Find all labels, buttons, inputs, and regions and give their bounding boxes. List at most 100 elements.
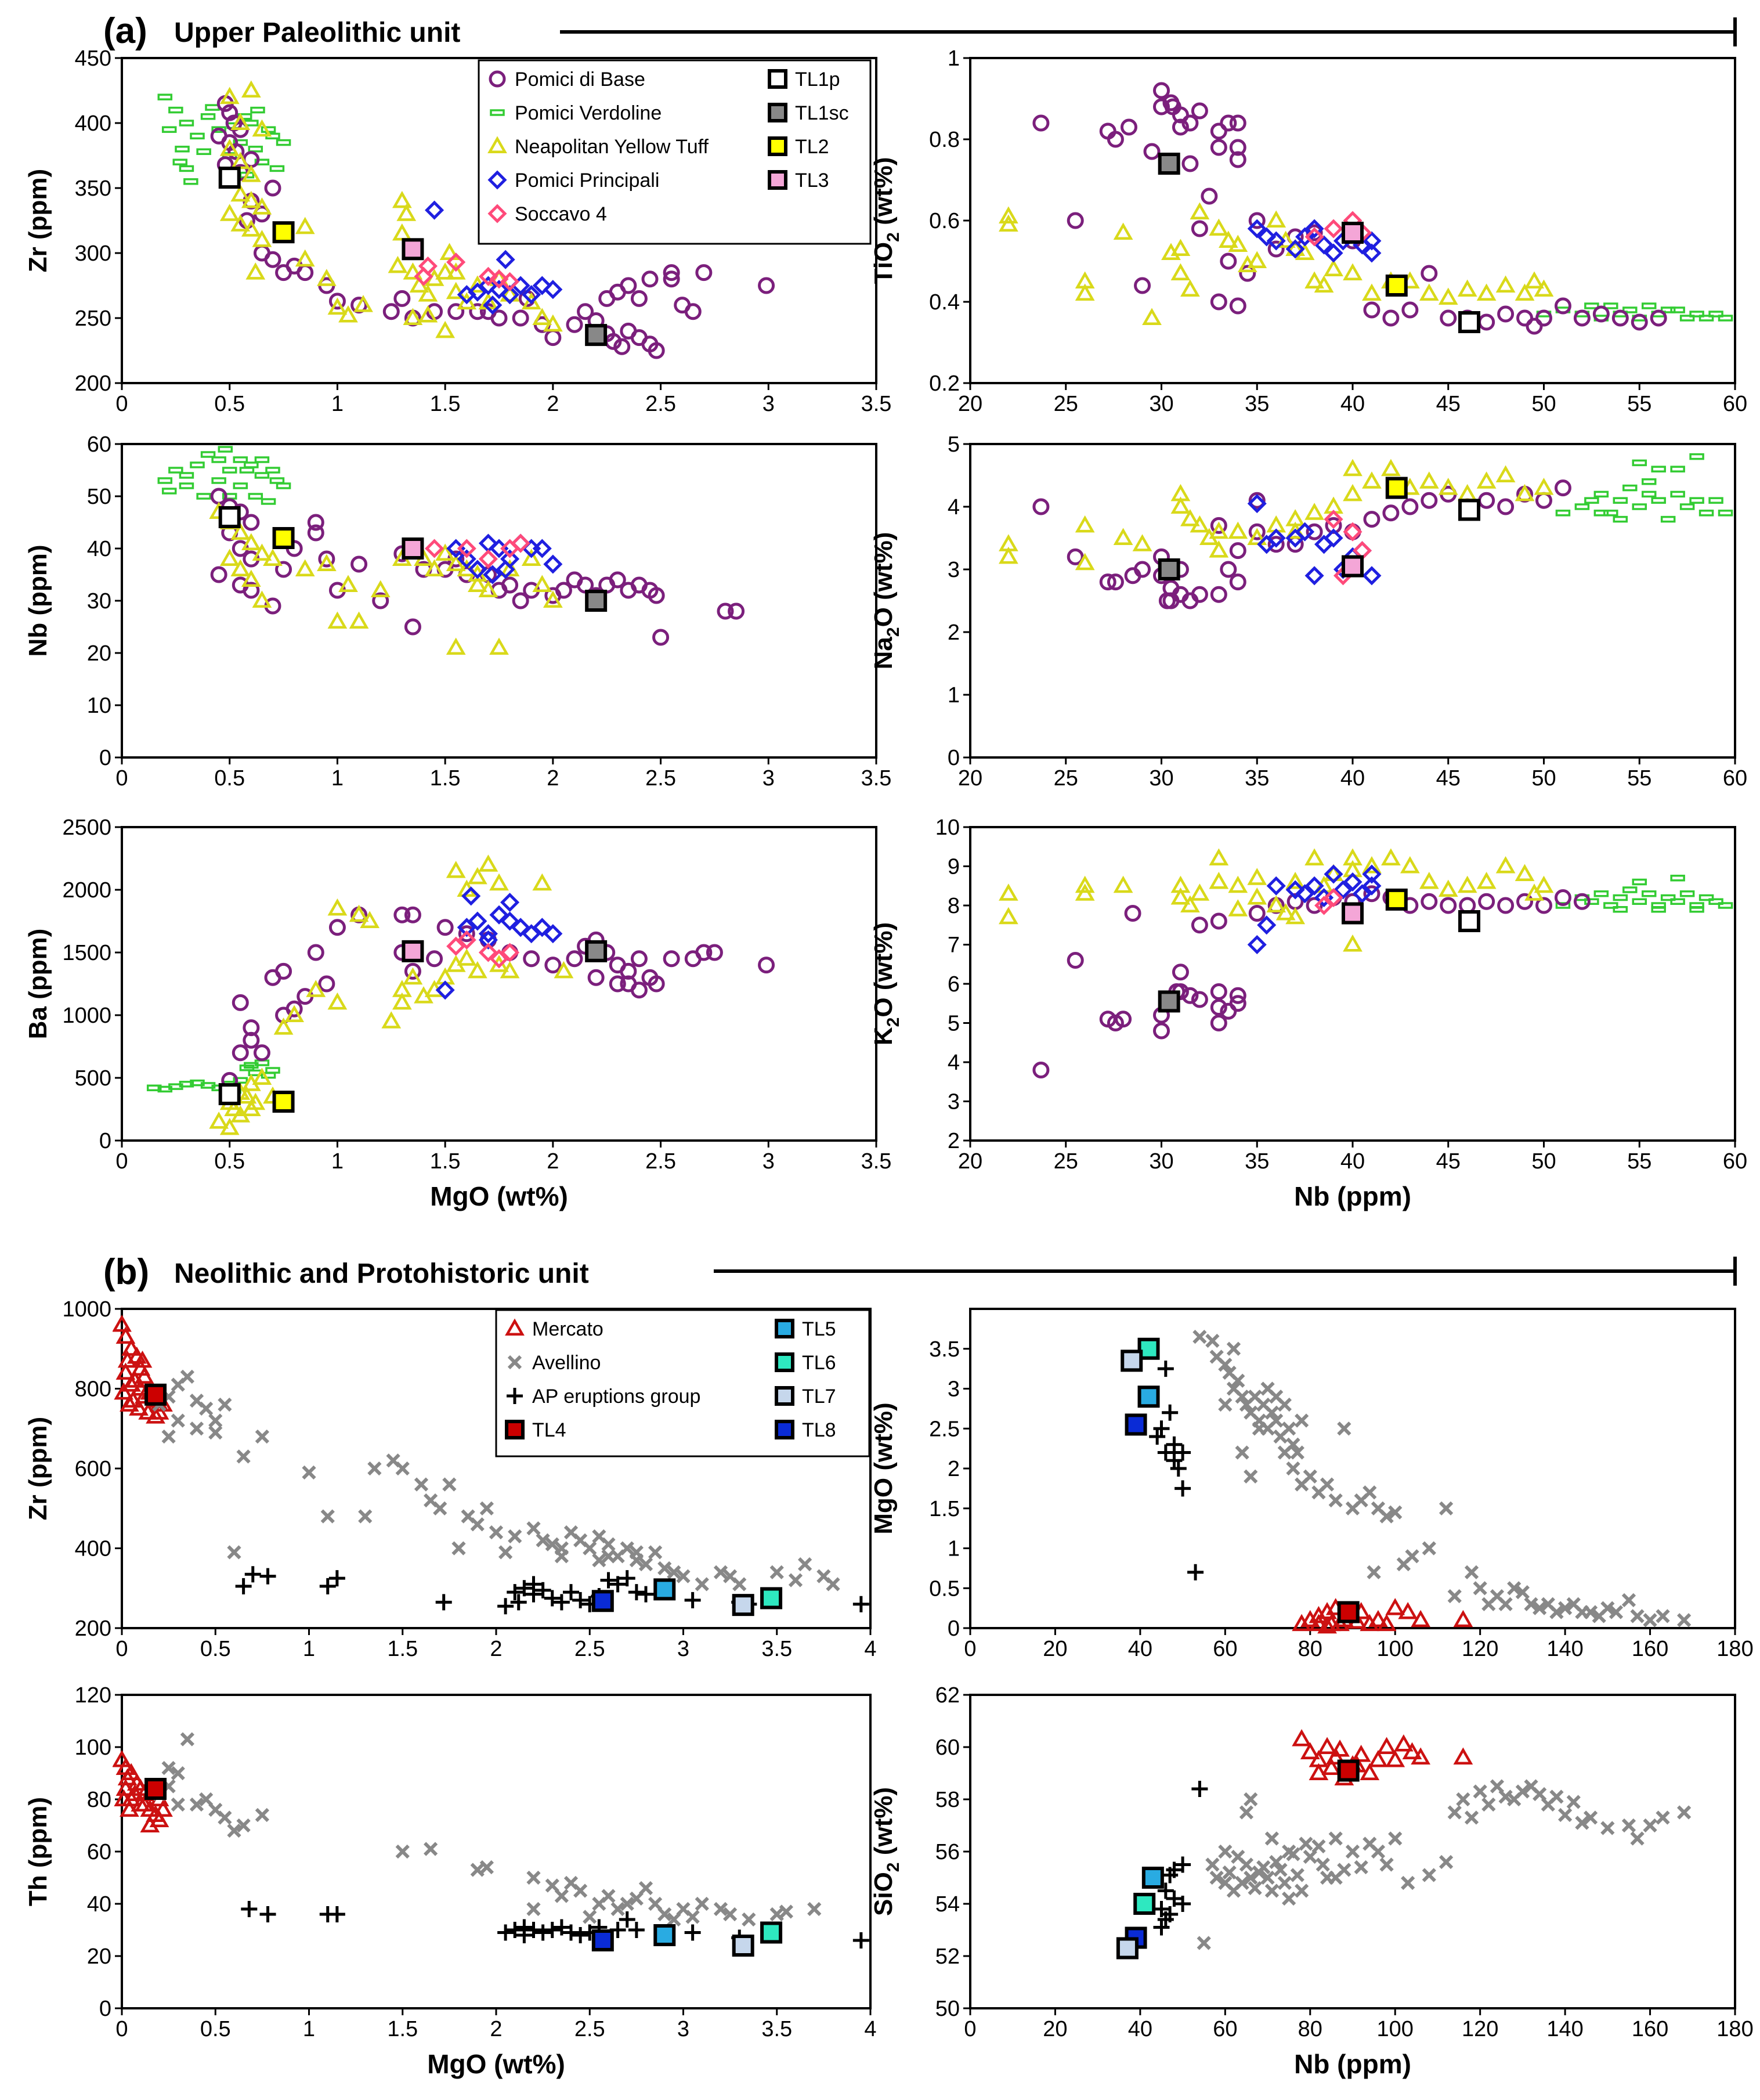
point-mer [1453,1747,1473,1765]
point-pp [489,905,509,925]
point-ave [1643,1818,1657,1833]
section-a-title: Upper Paleolithic unit [174,17,460,48]
x-tick-label: 2.5 [645,766,676,791]
point-nyt [237,1086,257,1104]
point-mer [114,1382,134,1400]
legend-marker-tl2 [768,136,787,156]
y-tick-label: 0 [99,1129,111,1153]
point-s4 [1324,887,1343,908]
y-tick-label: 0 [99,1997,111,2021]
point-pb [1611,309,1629,327]
point-ave [685,1910,700,1924]
point-pp [425,200,444,220]
point-nyt [1275,903,1296,921]
y-tick-label: 60 [935,1735,960,1760]
point-ave [732,1577,747,1592]
point-pb [695,264,713,282]
point-ave [161,1760,176,1776]
point-pb [1267,536,1285,553]
point-pp [1314,235,1334,255]
point-tl2 [1385,888,1408,911]
point-s4 [1304,227,1324,247]
point-pv [211,477,226,484]
panel-a-tio2-vs-nb: 20 25 30 35 40 45 50 55 60 0.2 0.4 0.6 0.8 1 TiO2 (wt%… [869,46,1747,416]
x-tick-label: 1.5 [430,1149,461,1174]
y-tick-label: 40 [87,1892,111,1917]
y-tick-label: 0.4 [929,290,960,315]
point-pv [1698,510,1714,517]
y-tick-label: 1000 [62,1297,111,1322]
x-tick-label: 0 [115,2017,128,2041]
point-pv [1670,898,1685,905]
x-tick-label: 1.5 [387,1637,418,1661]
point-pb [318,550,335,568]
point-ave [1363,1485,1377,1500]
x-tick-label: 30 [1149,392,1173,416]
point-mer [1385,1598,1405,1615]
point-pv [157,477,173,484]
point-pb [1440,897,1457,914]
point-pv [1651,466,1666,472]
point-nyt [1419,871,1439,889]
x-tick-label: 2.5 [574,2017,605,2041]
point-pv [1622,886,1638,893]
y-tick-label: 0.8 [929,128,960,152]
x-tick-label: 2 [490,2017,502,2041]
point-pv [200,113,216,120]
point-ave [1507,1581,1522,1596]
point-nyt [1419,471,1439,489]
point-ave [629,1891,644,1906]
point-pv [1708,898,1723,905]
point-pb [1172,118,1189,136]
point-pb [1153,82,1170,99]
point-nyt [219,1117,240,1135]
point-pb [1067,548,1084,565]
point-s4 [500,272,520,291]
point-pv [1670,306,1685,313]
point-pb [1210,122,1227,140]
point-pv [211,126,226,133]
point-tl4 [144,1778,167,1800]
point-pv [250,106,265,114]
point-tl2 [272,1091,295,1113]
point-pb [1143,143,1161,160]
point-pb [1067,212,1084,229]
point-nyt [241,569,261,587]
point-nyt [381,1011,402,1029]
point-nyt [349,611,369,629]
point-nyt [1438,478,1458,495]
point-pp [1362,566,1382,586]
point-ave [1269,1854,1284,1870]
point-nyt [457,292,477,310]
point-pv [222,467,237,474]
point-ave [1533,1601,1547,1615]
point-ave [218,1810,232,1825]
point-pv [239,467,255,474]
point-pb [1248,492,1266,509]
point-ave [236,1818,251,1833]
y-tick-label: 8 [948,894,960,918]
y-tick-label: 60 [87,432,111,457]
point-nyt [396,204,417,221]
point-mer [125,1784,145,1801]
point-pb [1229,573,1246,591]
point-pv [1641,890,1657,897]
point-pp [1304,219,1324,239]
point-ave [442,1477,457,1492]
point-nyt [1209,848,1229,865]
point-pv [1613,906,1628,913]
point-tl2 [272,527,295,549]
point-ap [1162,1906,1179,1922]
point-nyt [1362,471,1382,489]
point-ave [648,1545,663,1560]
point-ave [667,1565,681,1579]
point-ave [470,1863,485,1877]
x-tick-label: 2.5 [645,1149,676,1174]
point-ap [638,1586,654,1603]
point-nyt [439,243,460,260]
point-mer [149,1402,169,1420]
panel-b-sio2-vs-nb: 0 20 40 60 80 100 120 140 160 180 50 52 54 56 58 60 62 Si… [869,1683,1754,2079]
point-pb [1172,964,1189,981]
point-ave [826,1577,840,1592]
